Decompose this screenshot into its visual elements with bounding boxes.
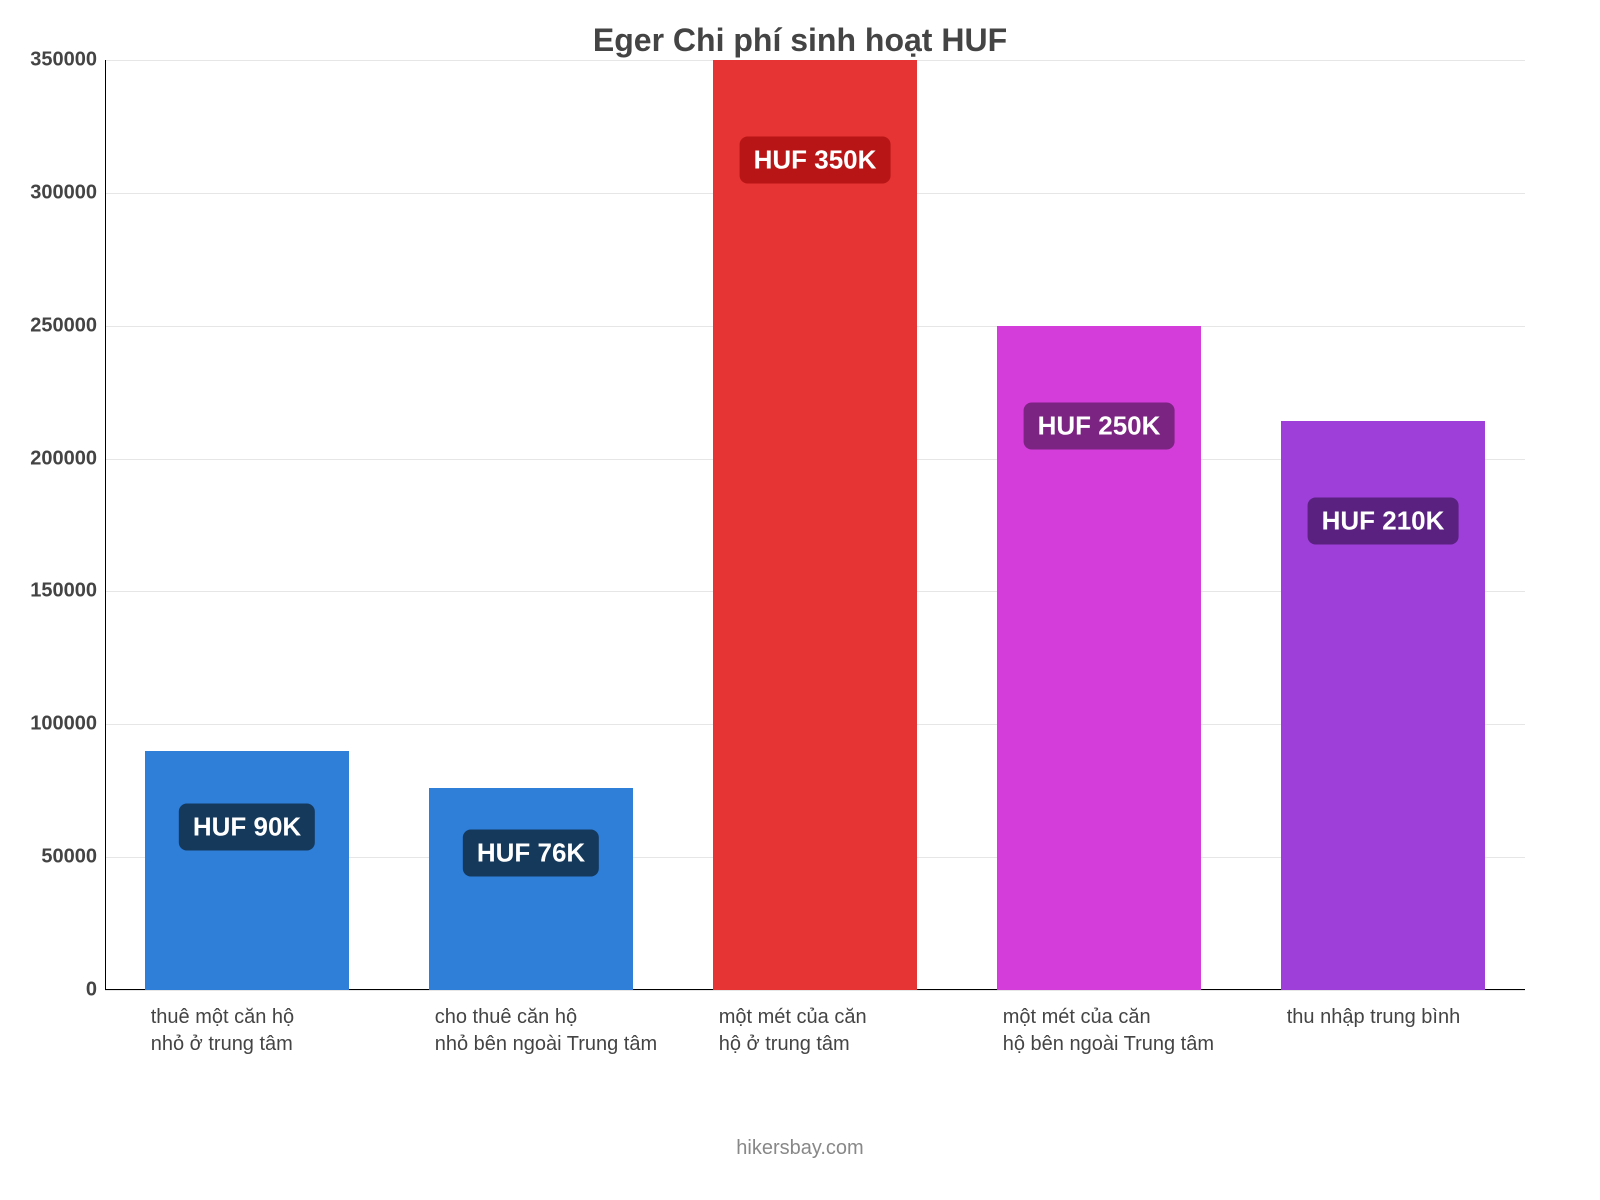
y-tick-label: 100000 [30,713,97,736]
value-badge: HUF 250K [1024,402,1175,449]
plot-area: 0500001000001500002000002500003000003500… [105,60,1525,990]
category-label: một mét của cănhộ bên ngoài Trung tâm [1003,1004,1327,1058]
category-label: thu nhập trung bình [1287,1004,1600,1031]
value-badge: HUF 76K [463,829,599,876]
bar [429,788,633,990]
value-badge: HUF 90K [179,804,315,851]
y-tick-label: 200000 [30,447,97,470]
category-label: cho thuê căn hộnhỏ bên ngoài Trung tâm [435,1004,759,1058]
category-label: thuê một căn hộnhỏ ở trung tâm [151,1004,475,1058]
y-tick-label: 350000 [30,49,97,72]
y-tick-label: 0 [86,979,97,1002]
gridline [105,990,1525,991]
y-tick-label: 250000 [30,314,97,337]
category-label: một mét của cănhộ ở trung tâm [719,1004,1043,1058]
y-axis [105,60,106,990]
value-badge: HUF 350K [740,137,891,184]
chart-title: Eger Chi phí sinh hoạt HUF [0,22,1600,59]
y-tick-label: 50000 [41,846,97,869]
y-tick-label: 150000 [30,580,97,603]
y-tick-label: 300000 [30,181,97,204]
bar [145,751,349,990]
chart-container: Eger Chi phí sinh hoạt HUF 0500001000001… [0,0,1600,1200]
value-badge: HUF 210K [1308,498,1459,545]
footer-attribution: hikersbay.com [0,1137,1600,1160]
bar [713,60,917,990]
